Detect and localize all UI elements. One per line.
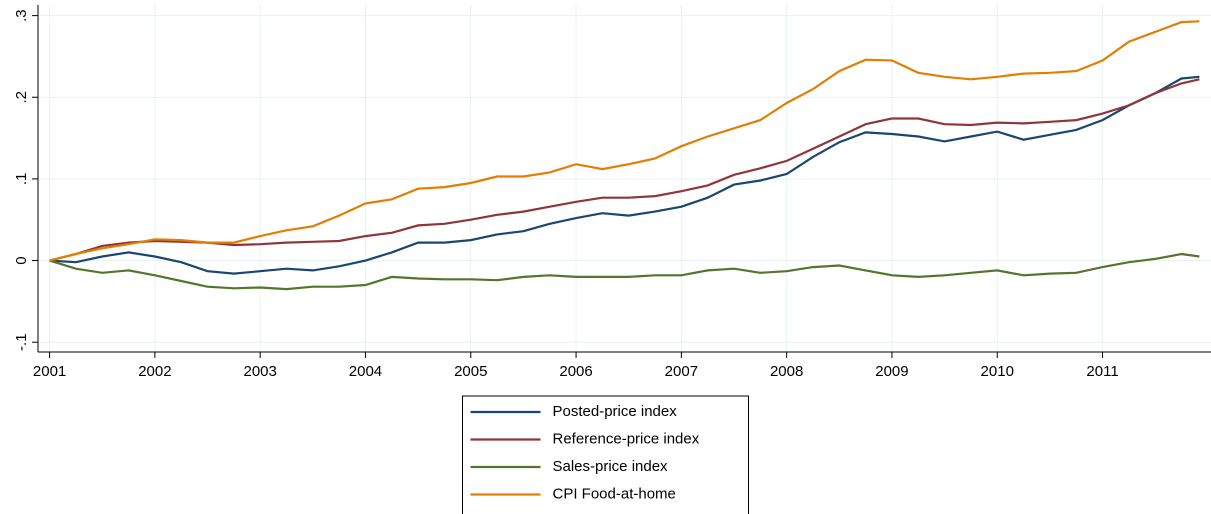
x-tick-label: 2007: [665, 363, 698, 380]
x-tick-label: 2003: [243, 363, 276, 380]
series-line: [49, 20, 1200, 262]
x-tick-label: 2006: [559, 363, 592, 380]
legend-label: Posted-price index: [553, 403, 678, 420]
x-tick-label: 2010: [981, 363, 1014, 380]
x-tick-label: 2002: [138, 363, 171, 380]
y-tick-label: .2: [13, 91, 30, 104]
series-line: [49, 252, 1200, 291]
x-tick-label: 2001: [33, 363, 66, 380]
y-tick-label: 0: [13, 256, 30, 264]
y-tick-label: .3: [13, 9, 30, 22]
x-tick-label: 2005: [454, 363, 487, 380]
x-tick-label: 2009: [875, 363, 908, 380]
x-tick-label: 2004: [349, 363, 382, 380]
y-tick-label: .1: [13, 173, 30, 186]
legend-label: CPI Food-at-home: [553, 485, 676, 502]
legend-label: Reference-price index: [553, 430, 700, 447]
series-line: [49, 78, 1200, 262]
x-tick-label: 2008: [770, 363, 803, 380]
series-line: [49, 75, 1200, 275]
legend-label: Sales-price index: [553, 458, 669, 475]
x-tick-label: 2011: [1086, 363, 1118, 380]
y-tick-label: -.1: [13, 333, 30, 351]
